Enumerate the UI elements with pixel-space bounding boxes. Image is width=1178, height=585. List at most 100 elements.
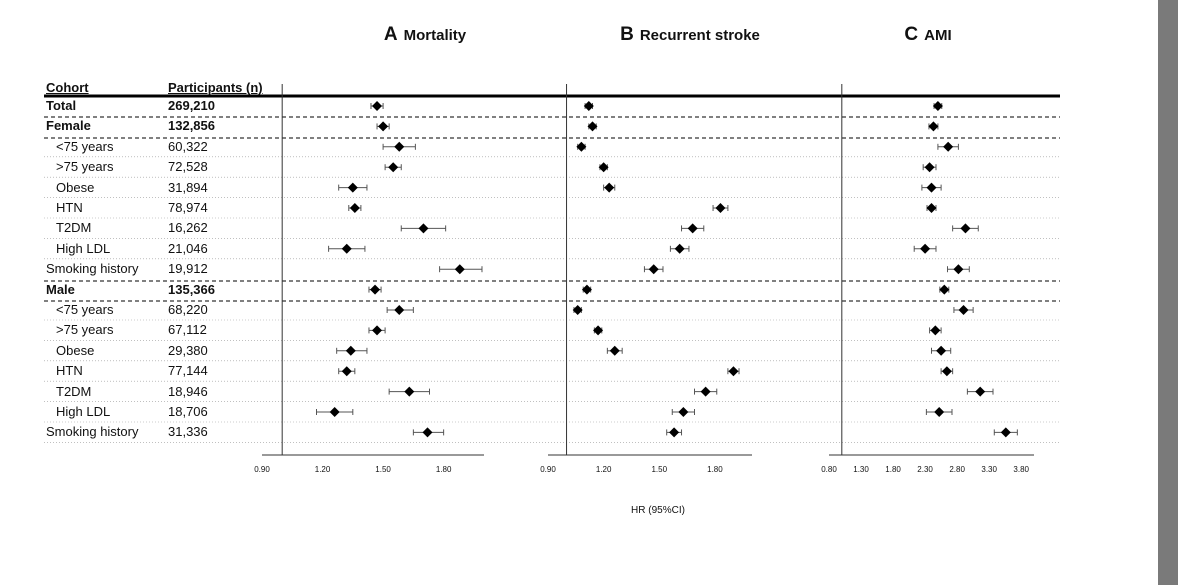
participants-header: Participants (n) [168, 80, 263, 95]
hr-point [715, 203, 726, 213]
row-participants: 21,046 [168, 240, 208, 256]
hr-point [934, 407, 945, 417]
x-tick-label: 0.80 [821, 465, 837, 474]
row-participants: 67,112 [168, 322, 207, 338]
hr-point [370, 284, 381, 295]
row-participants: 60,322 [168, 138, 208, 154]
hr-point [604, 182, 615, 193]
row-label: >75 years [56, 322, 114, 338]
panel-title-a: A Mortality [383, 24, 467, 45]
hr-point [648, 264, 659, 275]
hr-point [669, 427, 680, 438]
hr-point [372, 101, 383, 111]
x-tick-label: 3.30 [981, 465, 997, 474]
hr-point [329, 407, 340, 417]
row-label: >75 years [56, 159, 114, 175]
hr-point [958, 305, 969, 315]
hr-point [975, 386, 986, 397]
x-tick-label: 1.50 [375, 465, 391, 474]
hr-point [422, 427, 433, 438]
row-participants: 31,336 [168, 424, 208, 440]
hr-point [674, 243, 685, 254]
row-label: Obese [56, 179, 95, 195]
hr-point [587, 121, 598, 132]
row-label: T2DM [56, 383, 92, 399]
hr-point [687, 223, 698, 234]
hr-point [349, 203, 360, 213]
hr-point [404, 386, 415, 397]
row-label: <75 years [56, 138, 114, 154]
hr-point [345, 345, 356, 356]
hr-point [926, 203, 937, 213]
row-label: HTN [56, 363, 83, 379]
hr-point [598, 162, 609, 173]
row-label: Female [46, 118, 91, 134]
row-label: Obese [56, 342, 95, 358]
x-tick-label: 0.90 [254, 465, 270, 474]
cohort-header: Cohort [46, 80, 89, 95]
hr-point [372, 325, 383, 336]
x-tick-label: 2.30 [917, 465, 933, 474]
hr-point [960, 223, 971, 234]
hr-point [572, 305, 583, 315]
hr-point [728, 366, 739, 377]
hr-point [700, 386, 711, 397]
row-participants: 78,974 [168, 200, 208, 215]
hr-point [454, 264, 465, 275]
x-tick-label: 2.80 [949, 465, 965, 474]
hr-point [941, 366, 952, 377]
row-participants: 16,262 [168, 220, 208, 236]
row-label: Total [46, 98, 77, 113]
x-tick-label: 1.80 [707, 465, 723, 474]
row-participants: 72,528 [168, 159, 208, 175]
hr-point [928, 121, 939, 132]
row-label: HTN [56, 200, 83, 215]
x-tick-label: 1.50 [651, 465, 668, 474]
hr-point [378, 121, 389, 132]
x-tick-label: 0.90 [540, 465, 556, 474]
row-label: Male [46, 281, 75, 297]
hr-point [583, 101, 594, 111]
row-participants: 77,144 [168, 363, 208, 379]
panel-title-b: B Recurrent stroke [620, 24, 760, 45]
hr-point [609, 345, 620, 356]
x-tick-label: 1.80 [435, 465, 452, 474]
x-tick-label: 1.20 [314, 465, 331, 474]
panel-title-c: C AMI [904, 24, 952, 45]
hr-point [953, 264, 964, 275]
hr-point [341, 243, 352, 254]
hr-point [388, 162, 399, 173]
x-tick-label: 1.20 [595, 465, 612, 474]
hr-point [341, 366, 352, 377]
hr-point [593, 325, 604, 336]
window-scrollbar-edge [1158, 0, 1178, 585]
hr-point [394, 141, 405, 152]
hr-point [939, 284, 950, 295]
x-tick-label: 1.80 [885, 465, 901, 474]
row-label: Smoking history [46, 261, 139, 277]
row-label: High LDL [56, 404, 111, 419]
hr-point [576, 141, 587, 152]
hr-point [930, 325, 941, 336]
hr-point [581, 284, 592, 295]
hr-point [926, 182, 937, 193]
hr-point [936, 345, 947, 356]
x-axis-label: HR (95%CI) [631, 505, 685, 516]
row-label: <75 years [56, 302, 114, 317]
hr-point [932, 101, 943, 111]
hr-point [678, 407, 689, 417]
row-participants: 18,946 [168, 383, 208, 399]
row-participants: 19,912 [168, 261, 208, 277]
row-participants: 135,366 [168, 281, 215, 297]
hr-point [347, 182, 358, 193]
hr-point [394, 305, 405, 315]
hr-point [943, 141, 954, 152]
row-participants: 31,894 [168, 179, 208, 195]
row-participants: 132,856 [168, 118, 215, 134]
hr-point [1000, 427, 1011, 438]
row-participants: 269,210 [168, 98, 215, 113]
hr-point [920, 243, 931, 254]
row-label: High LDL [56, 240, 111, 256]
row-label: Smoking history [46, 424, 139, 440]
